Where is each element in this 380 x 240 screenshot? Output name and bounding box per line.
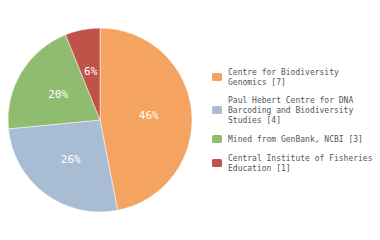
svg-text:Studies [4]: Studies [4] <box>228 116 281 125</box>
svg-text:6%: 6% <box>84 65 98 78</box>
svg-text:Centre for Biodiversity: Centre for Biodiversity <box>228 68 339 77</box>
svg-text:Mined from GenBank, NCBI [3]: Mined from GenBank, NCBI [3] <box>228 135 363 144</box>
svg-text:Genomics [7]: Genomics [7] <box>228 78 286 87</box>
svg-text:46%: 46% <box>139 109 159 122</box>
svg-text:Education [1]: Education [1] <box>228 164 291 173</box>
svg-text:Paul Hebert Centre for DNA: Paul Hebert Centre for DNA <box>228 96 353 105</box>
svg-text:26%: 26% <box>61 153 81 166</box>
svg-text:20%: 20% <box>48 88 68 101</box>
svg-text:Barcoding and Biodiversity: Barcoding and Biodiversity <box>228 106 353 115</box>
svg-text:Central Institute of Fisheries: Central Institute of Fisheries <box>228 154 373 163</box>
